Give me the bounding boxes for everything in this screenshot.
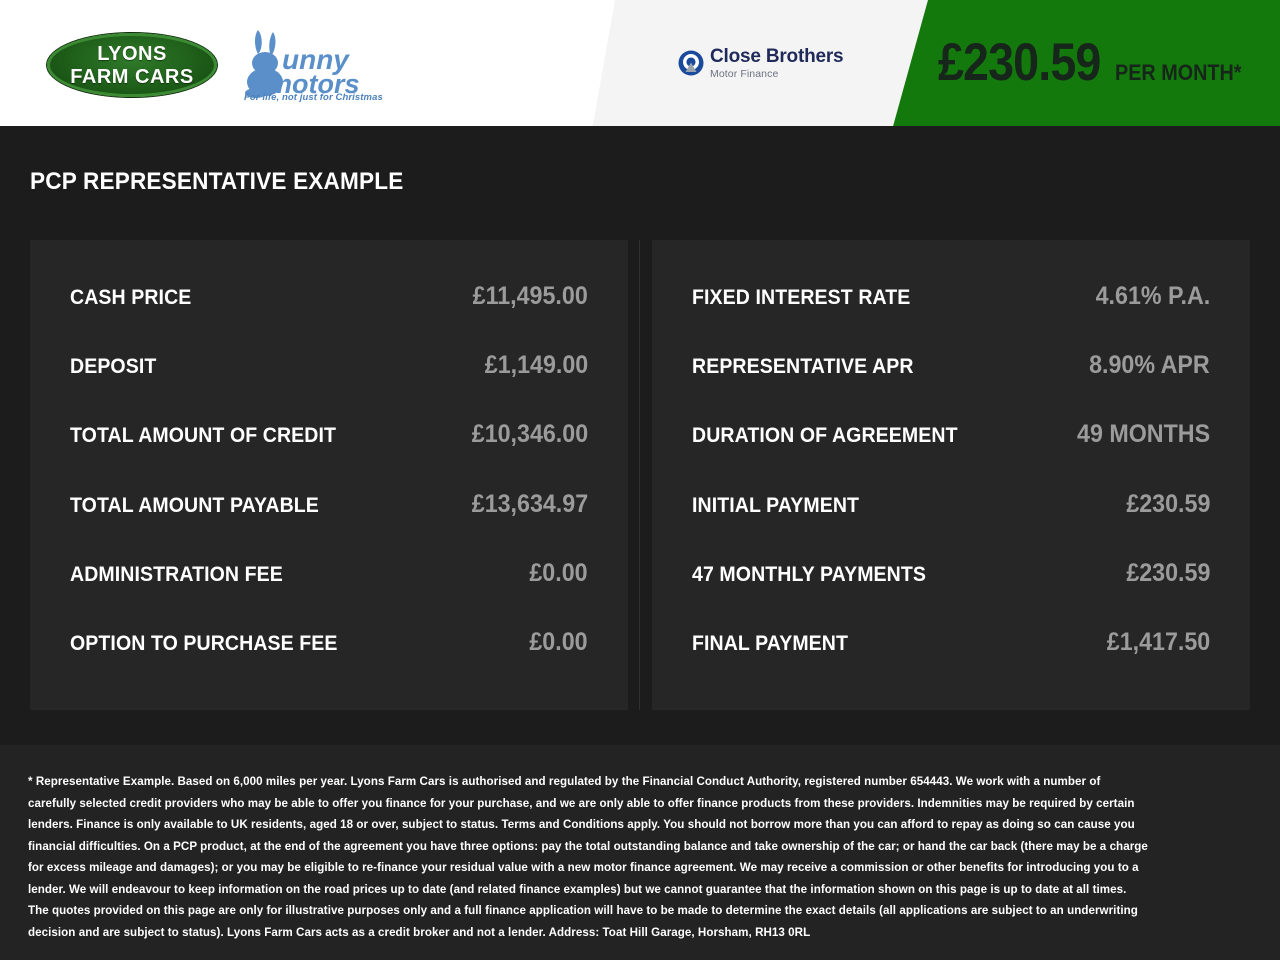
main-content: PCP REPRESENTATIVE EXAMPLE CASH PRICE £1… xyxy=(0,130,1280,745)
lyons-farm-cars-logo[interactable]: LYONS FARM CARS xyxy=(47,33,217,97)
row-label: OPTION TO PURCHASE FEE xyxy=(70,631,338,655)
row-label: ADMINISTRATION FEE xyxy=(70,562,283,586)
row-label: TOTAL AMOUNT PAYABLE xyxy=(70,493,319,517)
bunny-logo-word-unny: unny xyxy=(282,44,350,75)
row-value: £1,417.50 xyxy=(1106,627,1210,656)
lyons-logo-line2: FARM CARS xyxy=(70,65,194,88)
row-label: 47 MONTHLY PAYMENTS xyxy=(692,562,927,586)
table-row: TOTAL AMOUNT OF CREDIT £10,346.00 xyxy=(70,420,588,460)
row-label: CASH PRICE xyxy=(70,286,192,309)
row-label: TOTAL AMOUNT OF CREDIT xyxy=(70,424,337,448)
table-row: FIXED INTEREST RATE 4.61% P.A. xyxy=(692,282,1210,322)
table-row: CASH PRICE £11,495.00 xyxy=(70,282,588,322)
row-label: REPRESENTATIVE APR xyxy=(692,355,914,379)
table-row: FINAL PAYMENT £1,417.50 xyxy=(692,628,1210,668)
row-value: £11,495.00 xyxy=(472,282,588,310)
close-brothers-name: Close Brothers xyxy=(710,46,844,67)
row-label: FIXED INTEREST RATE xyxy=(692,286,911,309)
table-row: INITIAL PAYMENT £230.59 xyxy=(692,490,1210,530)
close-brothers-subtitle: Motor Finance xyxy=(710,67,779,80)
table-row: DURATION OF AGREEMENT 49 MONTHS xyxy=(692,420,1210,460)
header-green-angled-panel xyxy=(892,0,1280,130)
row-value: 49 MONTHS xyxy=(1076,420,1210,449)
monthly-price-suffix: PER MONTH* xyxy=(1114,60,1242,85)
panel-divider xyxy=(628,240,652,710)
table-row: 47 MONTHLY PAYMENTS £230.59 xyxy=(692,559,1210,599)
row-value: £10,346.00 xyxy=(471,420,588,449)
header-bar: LYONS FARM CARS unny motors xyxy=(0,0,1280,130)
finance-panel-left: CASH PRICE £11,495.00 DEPOSIT £1,149.00 … xyxy=(30,240,628,710)
row-value: 8.90% APR xyxy=(1089,351,1210,380)
finance-panel-right: FIXED INTEREST RATE 4.61% P.A. REPRESENT… xyxy=(652,240,1250,710)
table-row: REPRESENTATIVE APR 8.90% APR xyxy=(692,351,1210,391)
close-brothers-mark-icon xyxy=(678,50,704,76)
row-value: £1,149.00 xyxy=(484,351,588,380)
finance-details-panels: CASH PRICE £11,495.00 DEPOSIT £1,149.00 … xyxy=(30,240,1250,710)
footer-disclaimer-bar: * Representative Example. Based on 6,000… xyxy=(0,745,1280,960)
bunny-motors-logo[interactable]: unny motors For life, not just for Chris… xyxy=(238,27,384,105)
row-value: 4.61% P.A. xyxy=(1095,282,1210,310)
table-row: TOTAL AMOUNT PAYABLE £13,634.97 xyxy=(70,490,588,530)
bunny-rabbit-icon: unny motors xyxy=(245,30,360,99)
page-title: PCP REPRESENTATIVE EXAMPLE xyxy=(30,168,404,195)
row-label: INITIAL PAYMENT xyxy=(692,493,860,517)
row-label: DURATION OF AGREEMENT xyxy=(692,424,958,448)
disclaimer-text: * Representative Example. Based on 6,000… xyxy=(28,775,1148,939)
table-row: DEPOSIT £1,149.00 xyxy=(70,351,588,391)
table-row: OPTION TO PURCHASE FEE £0.00 xyxy=(70,628,588,668)
bunny-logo-word-motors: motors xyxy=(268,69,360,99)
row-label: DEPOSIT xyxy=(70,355,157,379)
header-bottom-rule xyxy=(0,126,1280,130)
row-label: FINAL PAYMENT xyxy=(692,631,849,655)
row-value: £230.59 xyxy=(1125,558,1210,587)
row-value: £0.00 xyxy=(529,627,588,656)
monthly-price-amount: £230.59 xyxy=(938,33,1101,92)
lyons-logo-line1: LYONS xyxy=(97,42,167,65)
row-value: £230.59 xyxy=(1125,489,1210,518)
close-brothers-logo[interactable]: Close Brothers Motor Finance xyxy=(678,46,844,80)
bunny-logo-tagline: For life, not just for Christmas xyxy=(244,92,383,103)
monthly-price-block: £230.59 PER MONTH* xyxy=(938,36,1255,89)
row-value: £13,634.97 xyxy=(471,489,588,518)
row-value: £0.00 xyxy=(529,558,588,587)
table-row: ADMINISTRATION FEE £0.00 xyxy=(70,559,588,599)
